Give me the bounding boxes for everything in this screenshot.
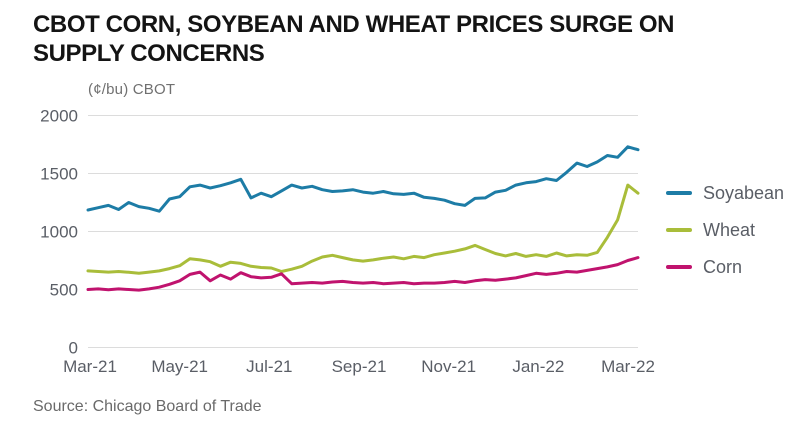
legend-item-wheat: Wheat [666, 218, 784, 242]
legend-item-soyabean: Soyabean [666, 181, 784, 205]
soyabean-line-swatch [666, 191, 692, 195]
corn-price-line [86, 256, 640, 292]
legend-label-corn: Corn [703, 256, 743, 277]
y-axis-tick-label: 0 [69, 339, 78, 358]
x-axis-tick-label: Jan-22 [512, 357, 564, 376]
wheat-line-swatch [666, 228, 692, 232]
x-axis-tick-label: Nov-21 [421, 357, 476, 376]
legend-item-corn: Corn [666, 255, 784, 279]
x-axis-tick-label: Jul-21 [246, 357, 292, 376]
y-axis-unit-label: (¢/bu) CBOT [88, 81, 176, 98]
soyabean-price-line [86, 145, 640, 213]
legend: Soyabean Wheat Corn [666, 181, 784, 279]
x-axis-tick-label: Mar-22 [601, 357, 655, 376]
x-axis-tick-label: May-21 [151, 357, 208, 376]
x-axis-tick-label: Mar-21 [63, 357, 117, 376]
legend-label-soyabean: Soyabean [703, 182, 785, 203]
corn-line-swatch [666, 265, 692, 269]
legend-label-wheat: Wheat [703, 219, 756, 240]
x-axis-tick-label: Sep-21 [332, 357, 387, 376]
chart-title: CBOT CORN, SOYBEAN AND WHEAT PRICES SURG… [33, 11, 675, 68]
y-axis-tick-label: 500 [50, 281, 78, 300]
source-attribution: Source: Chicago Board of Trade [33, 398, 262, 415]
wheat-price-line [86, 183, 640, 275]
y-axis-tick-label: 1000 [40, 223, 78, 242]
y-axis-tick-label: 2000 [40, 107, 78, 126]
y-axis-tick-label: 1500 [40, 165, 78, 184]
